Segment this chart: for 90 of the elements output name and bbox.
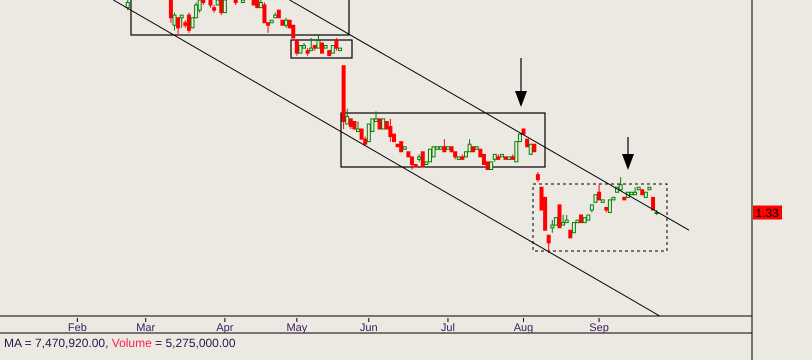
candlestick xyxy=(176,17,180,36)
candlestick xyxy=(500,154,504,158)
candlestick xyxy=(586,214,590,221)
candlestick xyxy=(532,144,536,152)
candlestick xyxy=(352,120,356,130)
candlestick xyxy=(381,118,386,130)
candlestick xyxy=(201,0,206,6)
candlestick xyxy=(316,34,320,49)
x-tick-label: Sep xyxy=(589,322,609,334)
candlestick xyxy=(180,14,184,28)
candlestick xyxy=(216,0,220,6)
candlestick xyxy=(496,154,500,160)
candlestick xyxy=(561,214,566,226)
candlestick xyxy=(640,189,644,196)
candlestick xyxy=(186,12,191,34)
text: 1.33 xyxy=(755,206,779,220)
candlestick xyxy=(446,146,450,150)
candlestick xyxy=(597,184,602,200)
candlestick xyxy=(568,230,572,238)
candlestick xyxy=(312,45,317,52)
candlestick xyxy=(324,45,328,49)
candlestick xyxy=(564,214,569,224)
candlestick xyxy=(284,17,288,28)
text: MA = 7,470,920.00, xyxy=(4,336,112,350)
candlestick xyxy=(420,151,425,168)
candlestick xyxy=(388,118,392,142)
candlestick xyxy=(456,156,461,160)
candlestick xyxy=(460,154,464,160)
candlestick xyxy=(528,144,533,155)
candlestick xyxy=(258,0,263,8)
candlestick xyxy=(525,138,530,148)
candlestick xyxy=(168,0,173,24)
candlestick xyxy=(622,196,626,200)
candlestick xyxy=(546,234,551,254)
candlestick xyxy=(618,176,623,190)
candlestick xyxy=(345,108,350,124)
candlestick xyxy=(572,222,576,234)
candlestick xyxy=(294,40,299,56)
candlestick xyxy=(348,118,353,130)
candlestick xyxy=(356,120,360,132)
candlestick xyxy=(471,146,476,152)
candlestick xyxy=(600,199,605,203)
candlestick xyxy=(504,156,508,160)
x-tick-label: Apr xyxy=(216,322,234,334)
candlestick xyxy=(208,0,212,8)
candlestick xyxy=(442,138,446,152)
candlestick xyxy=(654,209,659,216)
candlestick xyxy=(522,128,526,135)
candlestick xyxy=(334,37,338,52)
x-tick-label: Jul xyxy=(440,322,455,334)
candlestick xyxy=(172,12,177,31)
candlestick xyxy=(579,214,584,224)
candlestick xyxy=(582,217,587,224)
candlestick xyxy=(240,0,245,4)
candlestick xyxy=(550,220,554,234)
text: Volume = 5,275,000.00 xyxy=(112,336,236,350)
x-tick-label: Mar xyxy=(136,322,156,334)
candlestick xyxy=(651,196,656,210)
candlestick xyxy=(273,12,278,18)
candlestick xyxy=(342,65,346,130)
candlestick xyxy=(338,48,342,52)
candlestick xyxy=(309,37,314,52)
candlestick xyxy=(474,146,479,150)
candlestick xyxy=(327,50,332,56)
candlestick xyxy=(320,42,324,54)
candlestick xyxy=(608,199,612,214)
candlestick xyxy=(234,0,238,6)
candlestick xyxy=(604,206,608,214)
candlestick xyxy=(438,146,443,150)
candlestick xyxy=(558,204,562,228)
candlestick xyxy=(298,45,302,54)
candlestick xyxy=(126,0,130,11)
candlestick xyxy=(252,0,256,6)
candlestick xyxy=(507,156,512,160)
candlestick xyxy=(399,141,404,152)
candlestick xyxy=(402,146,407,150)
candlestick xyxy=(330,45,335,54)
candlestick xyxy=(255,0,260,8)
candlestick xyxy=(417,154,422,162)
candlestick xyxy=(428,148,432,162)
candlestick xyxy=(510,154,515,160)
x-tick-label: Aug xyxy=(514,322,534,334)
candlestick xyxy=(270,20,274,24)
x-tick-label: Jun xyxy=(360,322,378,334)
candlestick xyxy=(306,48,310,56)
x-tick-label: May xyxy=(286,322,308,334)
candlestick xyxy=(222,0,227,14)
candlestick xyxy=(633,186,638,196)
candlestick xyxy=(536,172,540,183)
x-tick-label: Feb xyxy=(68,322,87,334)
